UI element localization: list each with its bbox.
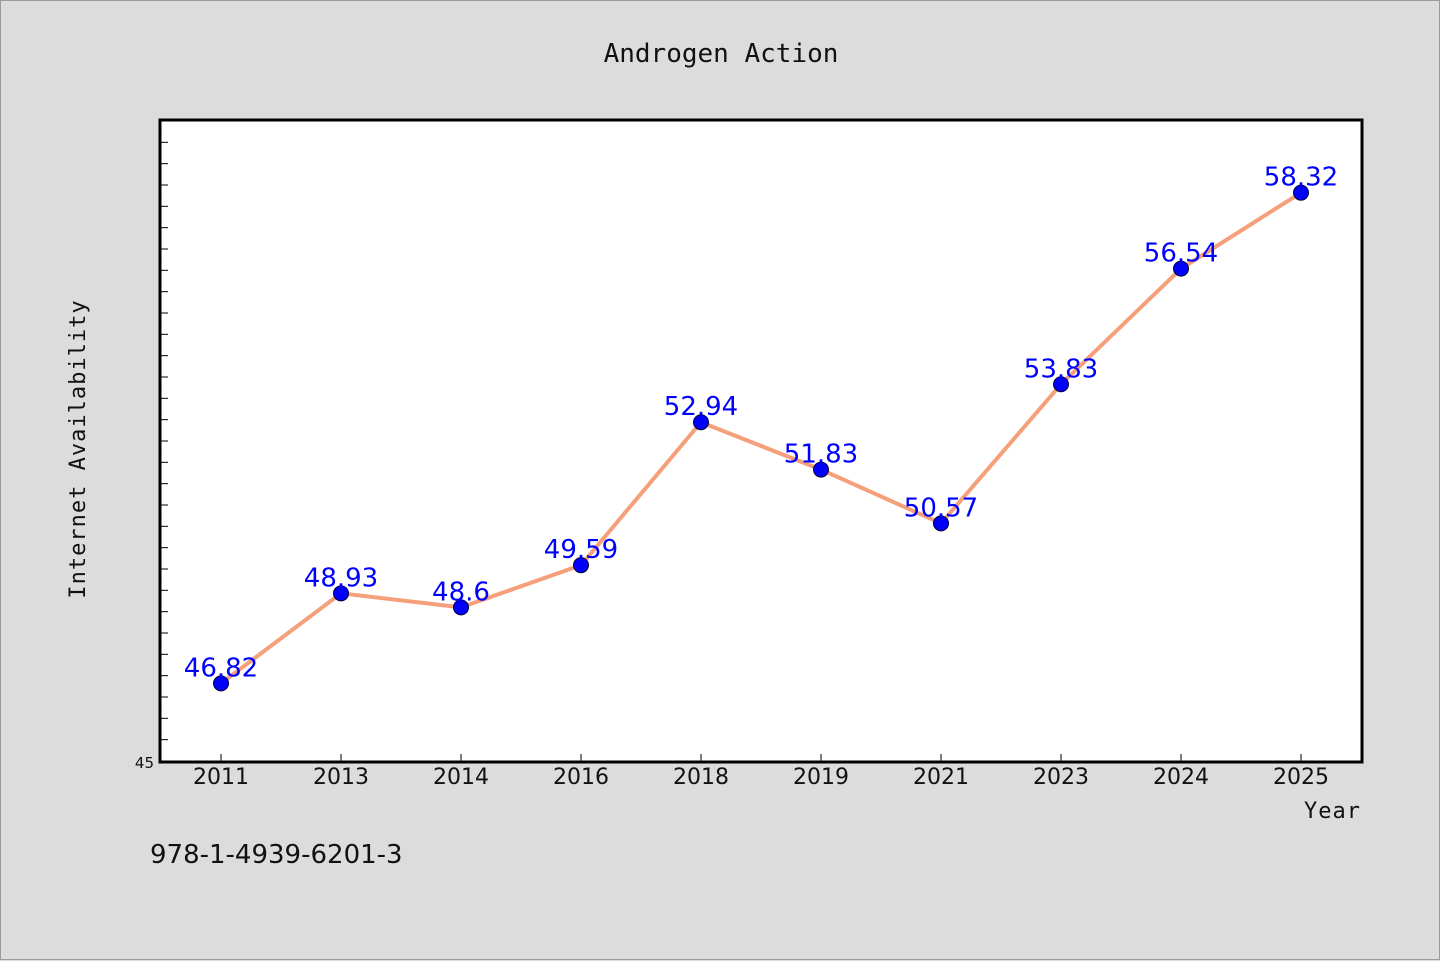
data-label: 51.83 [784, 440, 858, 470]
x-tick-label: 2016 [553, 765, 609, 790]
data-label: 56.54 [1144, 239, 1218, 269]
data-point [1053, 376, 1069, 393]
plot-area [158, 118, 1364, 764]
data-label: 50.57 [904, 493, 978, 523]
x-tick-label: 2018 [673, 765, 729, 790]
x-axis-ticks: 2011 2013 2014 2016 2018 2019 2021 2023 2024 2025 [193, 754, 1329, 790]
data-label: 52.94 [664, 392, 738, 422]
y-axis-label: Internet Availability [66, 299, 91, 598]
series-line [219, 190, 1303, 685]
data-label: 58.32 [1264, 163, 1338, 193]
data-point [693, 414, 709, 431]
x-tick-label: 2011 [193, 765, 249, 790]
data-point [933, 515, 949, 532]
data-point [573, 557, 589, 574]
x-tick-label: 2021 [913, 765, 969, 790]
x-axis-label: Year [1304, 799, 1361, 824]
x-tick-label: 2014 [433, 765, 489, 790]
x-tick-label: 2025 [1273, 765, 1329, 790]
x-tick-label: 2013 [313, 765, 369, 790]
data-point [1293, 184, 1309, 201]
data-point [213, 675, 229, 692]
series-layer: 46.82 48.93 48.6 49.59 52.94 51.83 50.57 53.83 5… [184, 163, 1338, 692]
data-point [813, 461, 829, 478]
isbn-text: 978-1-4939-6201-3 [150, 840, 403, 870]
x-tick-label: 2023 [1033, 765, 1089, 790]
data-point [1173, 260, 1189, 277]
data-label: 53.83 [1024, 354, 1098, 384]
data-point [333, 585, 349, 602]
y-axis-min-label: 45 [135, 754, 154, 772]
data-label: 49.59 [544, 535, 618, 565]
x-tick-label: 2019 [793, 765, 849, 790]
data-label: 48.93 [304, 563, 378, 593]
data-point [453, 599, 469, 616]
data-label: 46.82 [184, 653, 258, 683]
y-axis-ticks [161, 141, 168, 741]
data-label: 48.6 [432, 577, 490, 607]
chart-title: Androgen Action [604, 39, 839, 69]
x-tick-label: 2024 [1153, 765, 1209, 790]
